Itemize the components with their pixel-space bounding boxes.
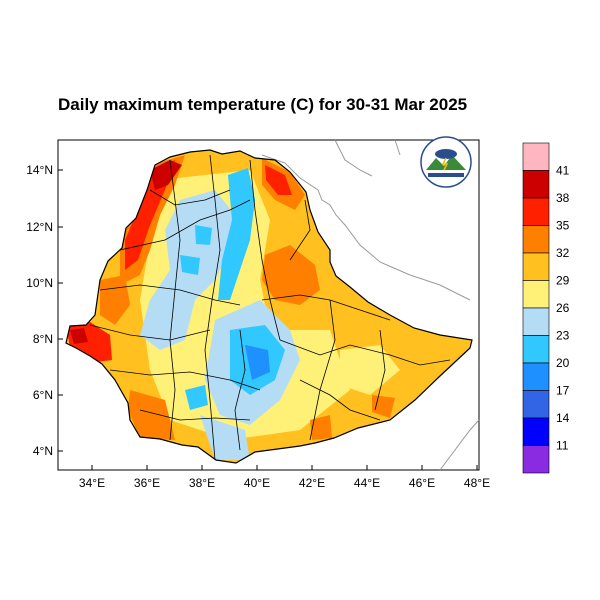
colorbar-swatch [522,417,550,446]
colorbar-label: 11 [556,439,569,453]
logo-mountain-icon [426,155,466,170]
colorbar-swatch [522,225,550,254]
colorbar-label: 14 [556,411,570,425]
admin-borders [89,154,451,461]
colorbar-swatch [522,142,550,171]
colorbar-label: 23 [556,329,570,343]
lon-tick-label: 40°E [244,476,270,490]
lat-tick-label: 4°N [33,444,53,458]
lat-tick-label: 10°N [26,276,53,290]
colorbar-swatch [522,390,550,419]
logo-lightning-icon [441,157,449,171]
lon-tick-label: 48°E [464,476,490,490]
colorbar-swatch [522,335,550,364]
institute-logo [420,136,472,188]
lon-tick-label: 38°E [189,476,215,490]
lat-tick-label: 6°N [33,388,53,402]
colorbar-swatch [522,307,550,336]
colorbar-label: 38 [556,191,570,205]
colorbar-swatch [522,445,550,474]
y-axis: 14°N 12°N 10°N 8°N 6°N 4°N [26,163,63,458]
colorbar-label: 35 [556,219,570,233]
colorbar-label: 26 [556,301,570,315]
lon-tick-label: 36°E [134,476,160,490]
lat-tick-label: 12°N [26,220,53,234]
map-title: Daily maximum temperature (C) for 30-31 … [58,95,468,114]
logo-ring-icon [420,136,472,188]
colorbar-swatch [522,197,550,226]
colorbar-swatch [522,362,550,391]
colorbar-swatch [522,170,550,199]
colorbar-swatch [522,252,550,281]
colorbar-swatch [522,280,550,309]
x-axis: 34°E 36°E 38°E 40°E 42°E 44°E 46°E 48°E [79,465,490,490]
lon-tick-label: 34°E [79,476,105,490]
colorbar-label: 29 [556,274,570,288]
colorbar-label: 17 [556,384,570,398]
lon-tick-label: 44°E [354,476,380,490]
colorbar: 41 38 35 32 29 26 23 20 17 14 11 [522,142,570,474]
lat-tick-label: 8°N [33,332,53,346]
neighbor-borders [261,139,480,471]
lat-tick-label: 14°N [26,163,53,177]
colorbar-label: 32 [556,246,570,260]
colorbar-label: 41 [556,164,570,178]
logo-cloud-icon [435,149,457,159]
colorbar-label: 20 [556,356,570,370]
lon-tick-label: 46°E [409,476,435,490]
lon-tick-label: 42°E [299,476,325,490]
